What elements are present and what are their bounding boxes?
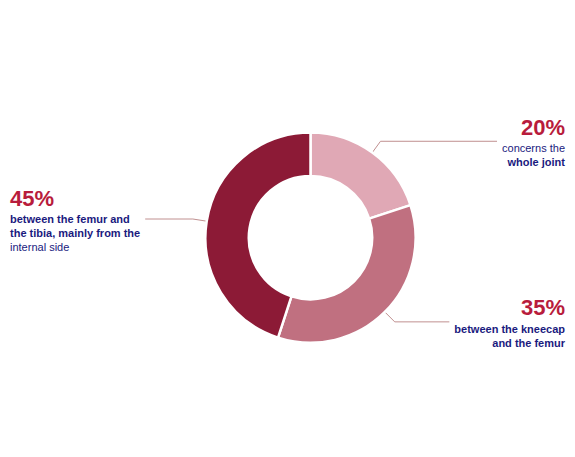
svg-text:35%: 35% xyxy=(521,295,565,320)
svg-text:internal side: internal side xyxy=(10,241,69,253)
svg-text:20%: 20% xyxy=(521,115,565,140)
svg-text:45%: 45% xyxy=(10,186,54,211)
svg-text:between the femur and: between the femur and xyxy=(10,213,130,225)
svg-text:the tibia, mainly from the: the tibia, mainly from the xyxy=(10,227,140,239)
svg-text:and the femur: and the femur xyxy=(492,337,565,349)
svg-text:concerns the: concerns the xyxy=(502,142,565,154)
svg-text:between the kneecap: between the kneecap xyxy=(454,323,565,335)
svg-text:whole joint: whole joint xyxy=(507,156,566,168)
